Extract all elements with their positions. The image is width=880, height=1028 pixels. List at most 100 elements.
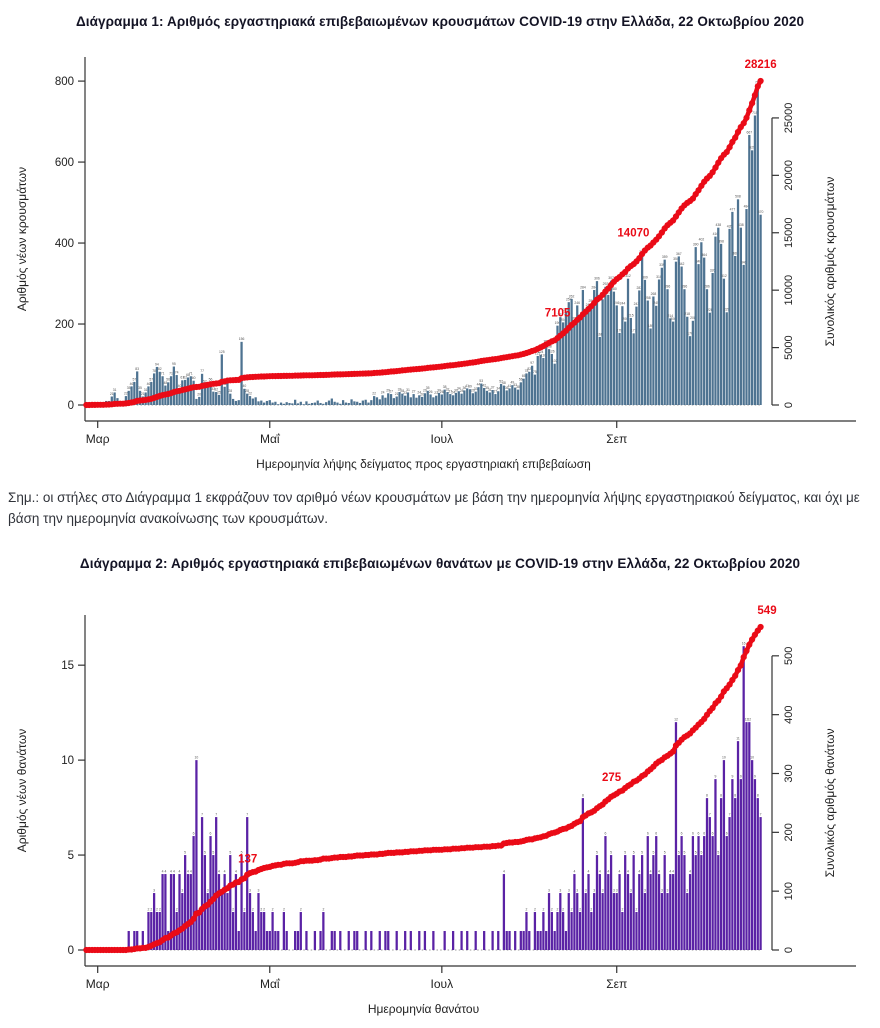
bar-value-label: 34 bbox=[457, 387, 461, 391]
bar bbox=[133, 381, 136, 405]
bar-value-label: 2 bbox=[636, 907, 638, 911]
bar bbox=[350, 399, 353, 405]
right-axis-tick-label: 500 bbox=[783, 646, 795, 664]
bar bbox=[686, 316, 689, 405]
bar-value-label: 29 bbox=[386, 389, 390, 393]
bar bbox=[265, 400, 269, 405]
bar bbox=[460, 930, 463, 950]
bar bbox=[530, 365, 534, 405]
bar bbox=[508, 388, 511, 405]
bar-value-label: 42 bbox=[482, 383, 486, 387]
bar bbox=[607, 873, 610, 950]
bar bbox=[375, 397, 379, 405]
bar bbox=[612, 892, 616, 950]
bar bbox=[229, 393, 232, 405]
bar bbox=[660, 267, 663, 405]
bar bbox=[246, 393, 249, 405]
bar bbox=[714, 778, 717, 950]
bar bbox=[367, 402, 370, 405]
milestone-label: 28216 bbox=[745, 59, 777, 71]
bar bbox=[491, 930, 494, 950]
bar bbox=[387, 930, 390, 950]
bar-value-label: 3 bbox=[181, 888, 183, 892]
bar-value-label: 82 bbox=[158, 367, 162, 371]
bar-value-label: 25 bbox=[217, 390, 221, 394]
left-axis-tick-label: 800 bbox=[55, 76, 74, 88]
bar-value-label: 20 bbox=[197, 392, 201, 396]
bar-value-label: 6 bbox=[655, 831, 657, 835]
bar bbox=[505, 390, 508, 405]
bar bbox=[373, 396, 376, 405]
chart1-title: Διάγραμμα 1: Αριθμός εργαστηριακά επιβεβ… bbox=[75, 14, 805, 29]
bar bbox=[514, 930, 517, 950]
bar-value-label: 5 bbox=[596, 850, 598, 854]
cumulative-dot bbox=[754, 83, 761, 90]
bar bbox=[406, 392, 410, 405]
right-axis-tick-label: 10000 bbox=[783, 275, 795, 306]
bar bbox=[347, 402, 350, 405]
bar-value-label: 342 bbox=[679, 262, 685, 266]
bar bbox=[719, 797, 723, 950]
bar-value-label: 5 bbox=[204, 850, 206, 854]
bar bbox=[638, 873, 641, 950]
bar bbox=[251, 911, 254, 950]
bar bbox=[429, 394, 432, 405]
bar bbox=[260, 400, 263, 405]
bar bbox=[553, 363, 556, 405]
bar bbox=[305, 401, 308, 405]
left-axis-title: Αριθμός νέων θανάτων bbox=[15, 729, 29, 852]
bar-value-label: 5 bbox=[717, 850, 719, 854]
bar bbox=[759, 214, 762, 405]
bar bbox=[739, 227, 742, 405]
bar-value-label: 3 bbox=[667, 888, 669, 892]
bar bbox=[545, 343, 548, 405]
bar-value-label: 41 bbox=[508, 384, 512, 388]
bar-value-label: 16 bbox=[742, 641, 746, 645]
bar-value-label: 2 bbox=[232, 907, 234, 911]
bar-value-label: 49 bbox=[511, 381, 515, 385]
bar bbox=[152, 373, 156, 405]
bar bbox=[466, 388, 469, 405]
chart1-canvas: 2131223546578335213146577894827148567195… bbox=[15, 57, 856, 471]
bar-value-label: 2 bbox=[300, 907, 302, 911]
bar bbox=[468, 389, 472, 405]
bar bbox=[451, 395, 455, 405]
bar bbox=[384, 930, 387, 950]
bar bbox=[485, 390, 489, 405]
bar bbox=[432, 930, 435, 950]
bar bbox=[576, 892, 579, 950]
bar bbox=[330, 930, 333, 950]
cumulative-dot bbox=[723, 149, 730, 156]
bar-value-label: 629 bbox=[749, 146, 755, 150]
right-axis-tick-label: 20000 bbox=[783, 160, 795, 191]
bar bbox=[742, 646, 745, 950]
bar-value-label: 4 bbox=[689, 869, 691, 873]
bar-value-label: 36 bbox=[505, 386, 509, 390]
bar-value-label: 6 bbox=[703, 831, 705, 835]
bar bbox=[756, 85, 759, 406]
cumulative-dot bbox=[726, 144, 733, 151]
bar bbox=[223, 386, 226, 405]
bar bbox=[688, 336, 692, 405]
bar bbox=[271, 911, 274, 950]
bar-value-label: 312 bbox=[721, 274, 727, 278]
milestone-label: 14070 bbox=[617, 227, 649, 239]
x-tick-label: Μαΐ bbox=[260, 977, 281, 991]
bar-value-label: 2 bbox=[542, 907, 544, 911]
left-axis-tick-label: 600 bbox=[55, 157, 74, 169]
bar bbox=[178, 388, 181, 405]
bar bbox=[539, 930, 542, 950]
bar-value-label: 22 bbox=[124, 392, 128, 396]
bar bbox=[195, 398, 198, 405]
bar-value-label: 390 bbox=[693, 243, 699, 247]
bar bbox=[387, 393, 390, 405]
bar bbox=[567, 892, 570, 950]
bar-value-label: 4 bbox=[650, 869, 652, 873]
bar bbox=[474, 391, 477, 405]
bar-value-label: 78 bbox=[525, 369, 529, 373]
bar-value-label: 12 bbox=[745, 717, 749, 721]
bar bbox=[753, 778, 757, 950]
bar bbox=[432, 397, 435, 405]
left-axis-tick-label: 0 bbox=[68, 400, 74, 412]
bar-value-label: 4 bbox=[619, 869, 621, 873]
